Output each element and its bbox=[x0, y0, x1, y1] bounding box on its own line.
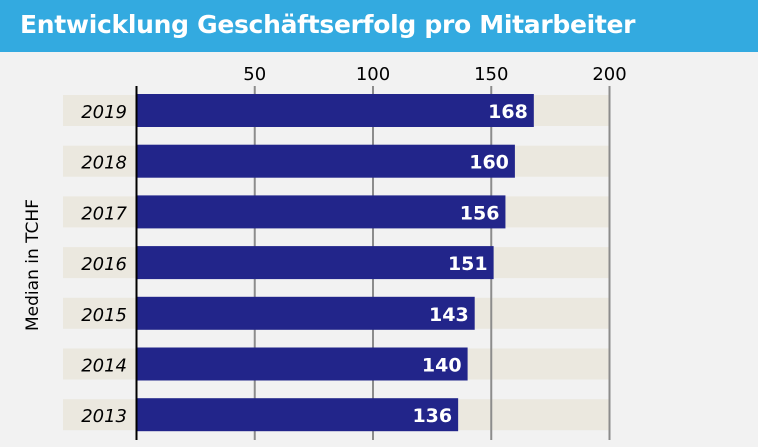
data-label: 156 bbox=[460, 202, 500, 224]
category-label: 2015 bbox=[81, 305, 127, 326]
bar bbox=[136, 398, 459, 432]
data-label: 160 bbox=[469, 152, 509, 174]
chart-title: Entwicklung Geschäftserfolg pro Mitarbei… bbox=[20, 10, 636, 39]
x-tick-label: 50 bbox=[243, 64, 266, 85]
category-label: 2016 bbox=[81, 254, 127, 275]
bar bbox=[136, 246, 494, 280]
data-label: 136 bbox=[412, 405, 452, 427]
data-label: 168 bbox=[488, 101, 528, 123]
category-label: 2013 bbox=[81, 406, 127, 427]
x-tick-label: 200 bbox=[592, 64, 626, 85]
title-bar: Entwicklung Geschäftserfolg pro Mitarbei… bbox=[0, 0, 758, 52]
data-label: 140 bbox=[422, 355, 462, 377]
bar bbox=[136, 195, 506, 229]
data-label: 151 bbox=[448, 253, 488, 275]
x-tick-label: 150 bbox=[474, 64, 508, 85]
category-label: 2019 bbox=[81, 102, 127, 123]
bar bbox=[136, 347, 468, 381]
category-label: 2018 bbox=[81, 153, 127, 174]
bar bbox=[136, 144, 515, 178]
category-label: 2017 bbox=[81, 203, 127, 224]
y-axis-label: Median in TCHF bbox=[23, 199, 43, 331]
data-label: 143 bbox=[429, 304, 469, 326]
bar bbox=[136, 296, 475, 330]
category-label: 2014 bbox=[81, 356, 127, 377]
bar bbox=[136, 94, 534, 127]
x-tick-label: 100 bbox=[356, 64, 390, 85]
